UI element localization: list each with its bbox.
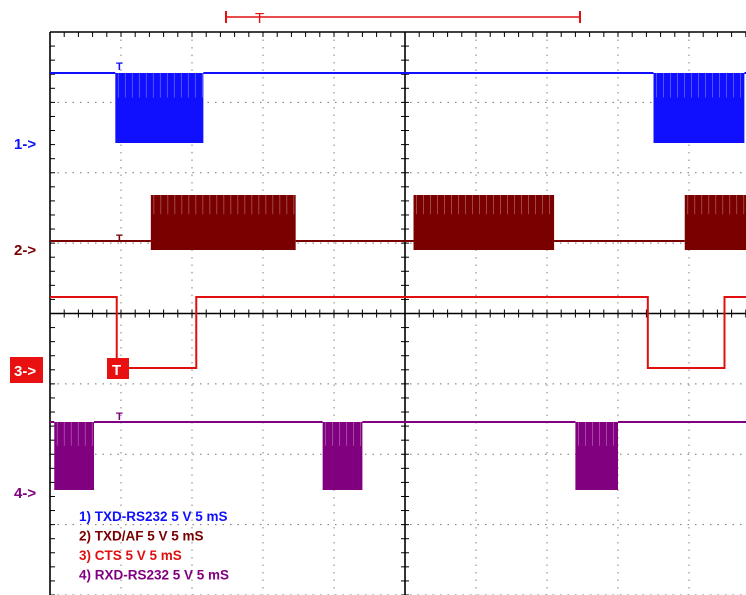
waveform-traces [50, 72, 746, 490]
trigger-mark: T [116, 233, 123, 245]
ch1-trace-burst [115, 73, 204, 143]
graticule [49, 31, 746, 595]
channel-1-marker: 1-> [14, 136, 36, 153]
ch4-trace-burst [322, 422, 363, 490]
ch4-trace-burst [575, 422, 618, 490]
trigger-position-label: T [255, 10, 264, 27]
channel-markers: 1-> 2-> 3-> 4-> [10, 136, 43, 502]
legend-entry-3: 3) CTS 5 V 5 mS [79, 548, 182, 563]
trigger-mark: T [116, 61, 123, 73]
channel-3-marker: 3-> [14, 363, 36, 380]
trigger-box [107, 358, 129, 379]
ch2-trace-burst [413, 195, 555, 250]
trigger-mark: T [116, 411, 123, 423]
channel-4-marker: 4-> [14, 485, 36, 502]
ch1-trace-burst [653, 73, 745, 143]
ch2-trace-burst [684, 195, 746, 250]
legend: 1) TXD-RS232 5 V 5 mS 2) TXD/AF 5 V 5 mS 3… [79, 509, 229, 583]
trigger-indicators: T T T T T [107, 10, 581, 423]
channel-3-marker-bg [10, 357, 43, 383]
legend-entry-1: 1) TXD-RS232 5 V 5 mS [79, 509, 228, 524]
ch4-trace-burst [54, 422, 95, 490]
legend-entry-2: 2) TXD/AF 5 V 5 mS [79, 529, 204, 544]
channel-2-marker: 2-> [14, 242, 36, 259]
legend-entry-4: 4) RXD-RS232 5 V 5 mS [79, 568, 229, 583]
ch3-trace [50, 296, 746, 369]
ch2-trace-burst [150, 195, 296, 250]
trigger-box-label: T [112, 362, 121, 379]
